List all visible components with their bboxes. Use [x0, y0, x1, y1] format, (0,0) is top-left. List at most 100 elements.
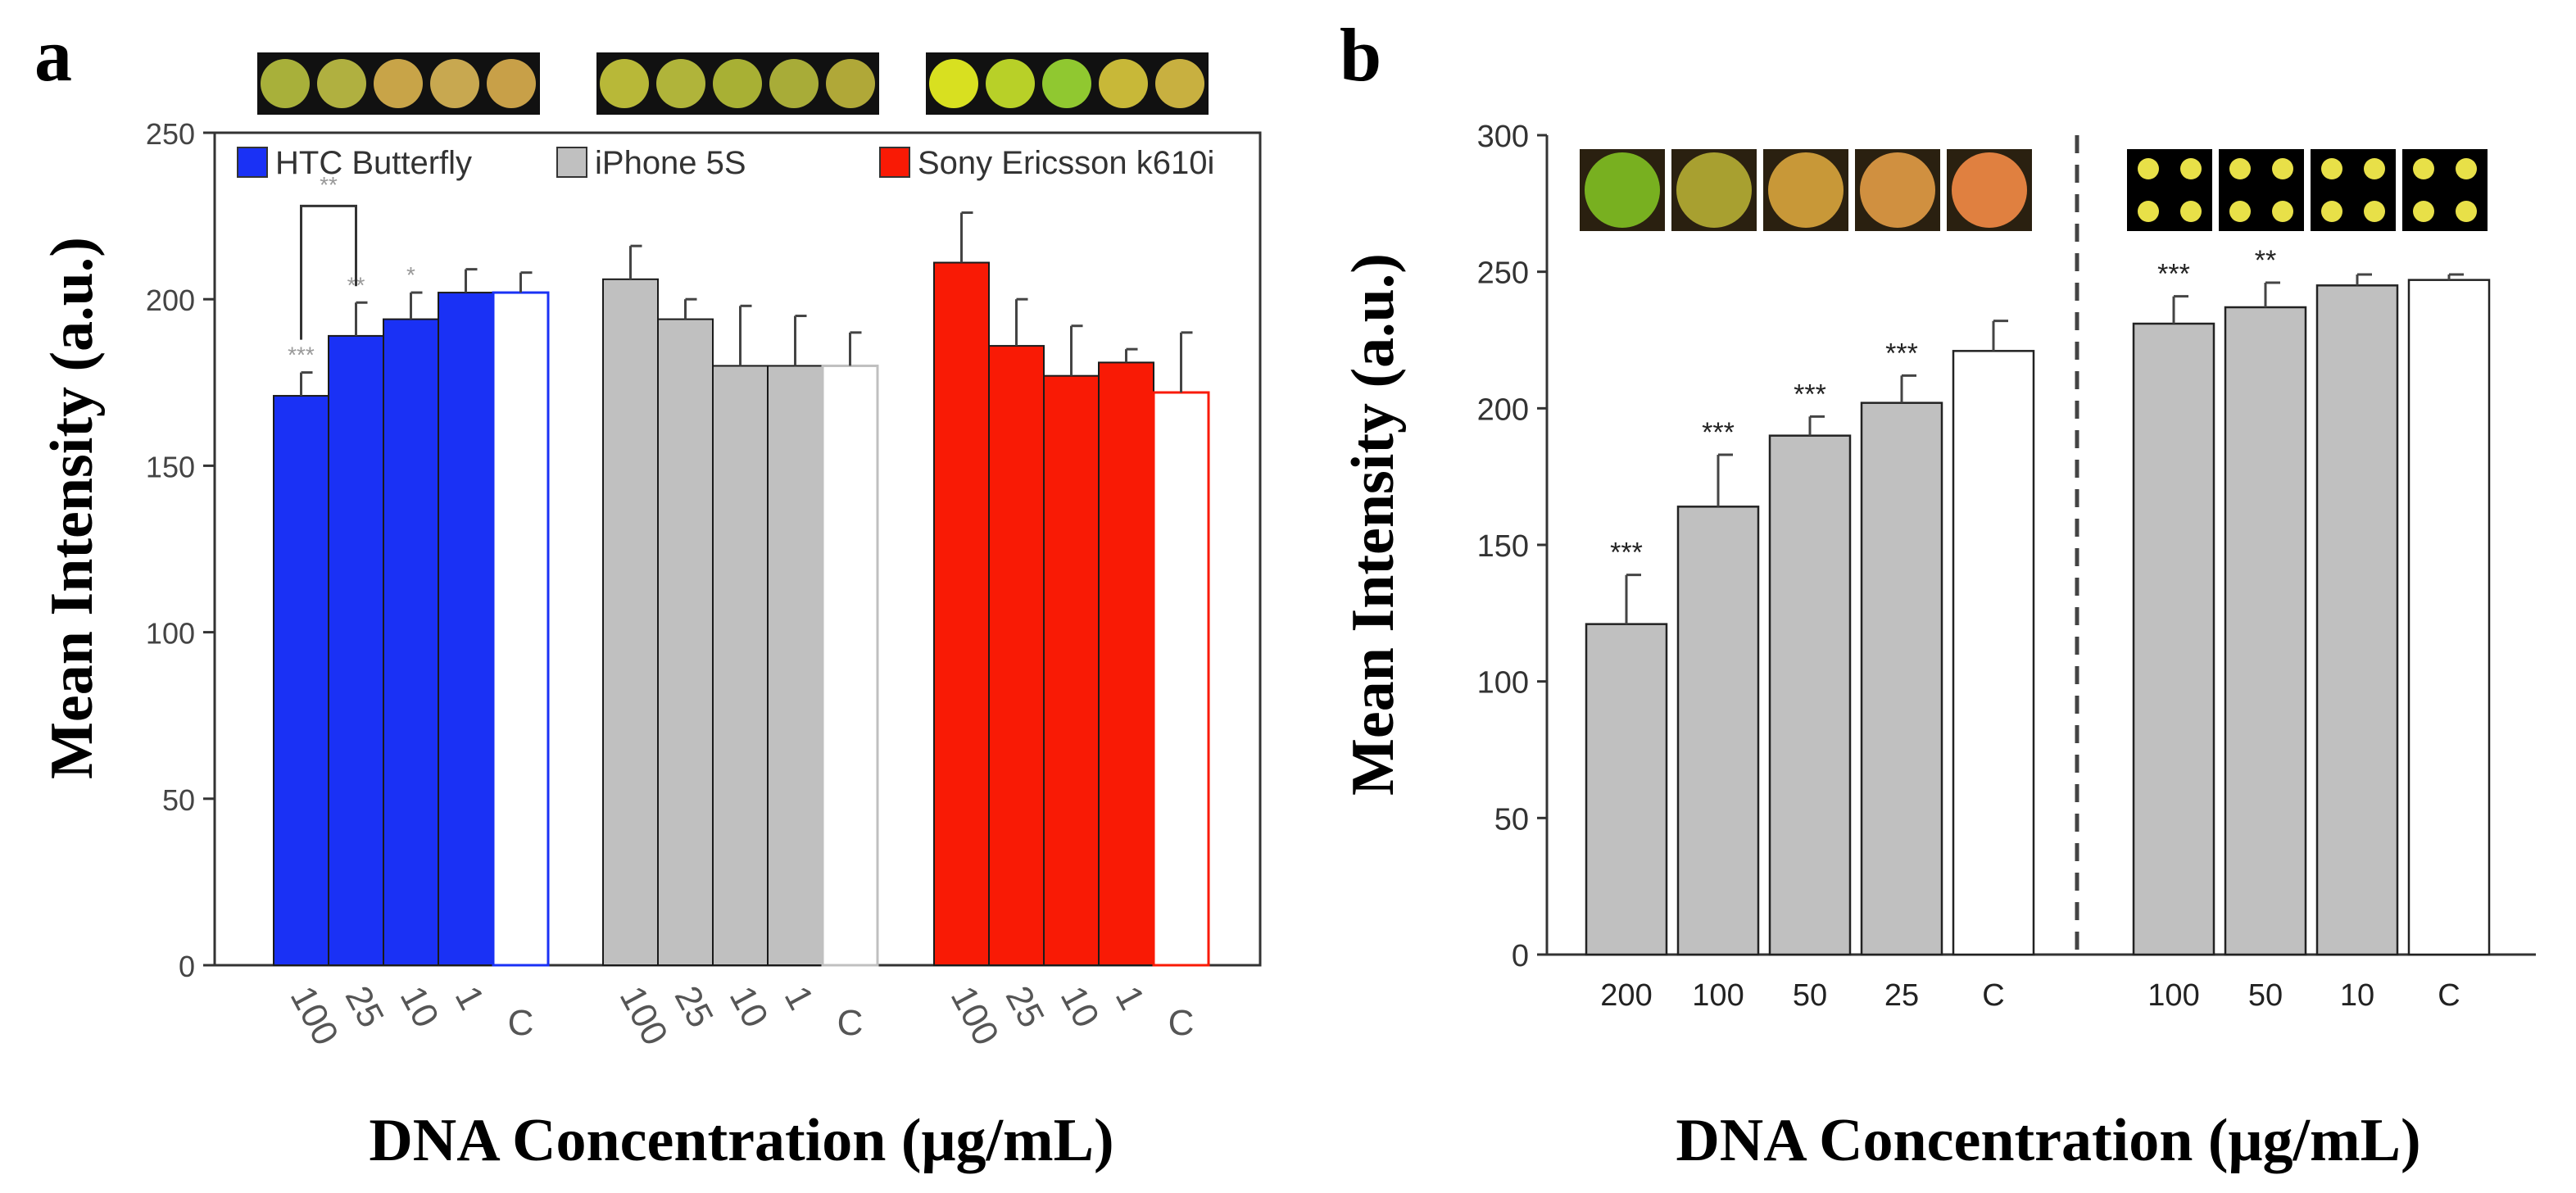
bar-a [602, 278, 659, 967]
bar-a [657, 318, 714, 967]
y-tick-label-a: 50 [162, 783, 195, 817]
legend-label: Sony Ericsson k610i [918, 145, 1214, 181]
legend-swatch [556, 147, 587, 178]
swatch-spot-b [1676, 152, 1752, 228]
swatch-spot-a [374, 59, 423, 108]
y-tick-label-a: 100 [146, 617, 195, 651]
bar-b [1676, 506, 1760, 956]
x-tick-label-a: 10 [1053, 980, 1107, 1034]
swatch-dot-b [2138, 201, 2159, 222]
swatch-dot-b [2272, 158, 2293, 179]
x-tick-label-a: 1 [447, 980, 492, 1017]
bar-b [2407, 279, 2491, 956]
y-tick-label-b: 100 [1477, 666, 1529, 701]
x-tick-label-a: 100 [612, 980, 676, 1052]
bar-a [492, 291, 550, 967]
y-tick-label-b: 250 [1477, 256, 1529, 291]
swatch-spot-a [769, 59, 819, 108]
significance-label-b: ** [2255, 245, 2276, 276]
swatch-dot-b [2229, 158, 2251, 179]
panel-label-a: a [34, 13, 72, 97]
swatch-spot-a [430, 59, 479, 108]
bar-a [767, 365, 823, 967]
significance-label-b: *** [1702, 417, 1735, 448]
x-tick-label-a: 25 [338, 980, 392, 1034]
x-tick-label-a: 100 [943, 980, 1007, 1052]
significance-label-a: * [406, 262, 415, 288]
significance-bracket-a [300, 204, 357, 340]
bar-a [438, 292, 494, 966]
bar-a [1152, 391, 1210, 967]
bar-a [1043, 374, 1100, 966]
x-tick-label-a: 10 [722, 980, 776, 1034]
swatch-tile-b [2127, 149, 2212, 231]
bar-a [712, 365, 769, 967]
y-tick-label-b: 50 [1494, 802, 1529, 837]
x-tick-label-a: 1 [777, 980, 822, 1017]
swatch-spot-b [1952, 152, 2027, 228]
bar-a [988, 345, 1045, 966]
significance-label-b: *** [2157, 259, 2190, 290]
bar-a [821, 364, 879, 967]
swatch-dot-b [2321, 158, 2342, 179]
bar-b [1585, 623, 1668, 956]
x-tick-label-a: C [837, 1003, 864, 1043]
bar-b [2132, 322, 2215, 956]
panel-label-b: b [1340, 13, 1381, 97]
significance-label-b: *** [1885, 338, 1918, 369]
y-tick-label-b: 300 [1477, 120, 1529, 154]
bar-a [273, 395, 329, 966]
x-tick-label-b: 50 [2248, 978, 2283, 1013]
swatch-spot-b [1860, 152, 1935, 228]
x-tick-label-a: C [508, 1003, 534, 1043]
swatch-spot-a [600, 59, 649, 108]
swatch-dot-b [2180, 201, 2202, 222]
bar-a [1098, 361, 1154, 966]
chart-panel-b: 0 50 100 150 200 250 300 *** 200 *** 100 *** 50 *** 25… [1477, 120, 2536, 1013]
bar-a [383, 318, 439, 967]
significance-label-a: ** [320, 172, 338, 197]
x-tick-label-a: 100 [283, 980, 347, 1052]
x-tick-label-a: 10 [392, 980, 447, 1034]
bar-b [1860, 401, 1943, 956]
swatch-dot-b [2413, 158, 2434, 179]
swatch-dot-b [2364, 158, 2385, 179]
legend-label: iPhone 5S [595, 145, 746, 181]
swatch-tile-b [2219, 149, 2304, 231]
swatch-spot-a [826, 59, 875, 108]
y-axis-label-b: Mean Intensity (a.u.) [1340, 253, 1407, 796]
swatch-dot-b [2456, 201, 2477, 222]
y-tick-label-a: 250 [146, 117, 195, 151]
x-tick-label-b: 100 [1692, 978, 1744, 1013]
swatch-spot-a [656, 59, 705, 108]
y-tick-label-a: 200 [146, 284, 195, 317]
x-tick-label-b: C [2438, 978, 2460, 1013]
swatch-spot-b [1585, 152, 1660, 228]
swatch-spot-a [317, 59, 366, 108]
swatch-tile-b [2311, 149, 2396, 231]
x-axis-label-b: DNA Concentration (μg/mL) [1676, 1107, 2420, 1174]
swatch-spot-a [1042, 59, 1091, 108]
swatch-dot-b [2413, 201, 2434, 222]
swatch-tile-b [2402, 149, 2488, 231]
y-tick-label-b: 150 [1477, 529, 1529, 564]
swatch-spot-a [929, 59, 978, 108]
x-tick-label-a: 25 [998, 980, 1052, 1034]
x-tick-label-b: C [1982, 978, 2004, 1013]
swatch-spot-a [713, 59, 762, 108]
swatch-spot-a [1099, 59, 1148, 108]
swatch-dot-b [2138, 158, 2159, 179]
y-tick-label-a: 150 [146, 450, 195, 483]
x-tick-label-a: 1 [1108, 980, 1153, 1017]
bar-a [933, 261, 990, 967]
swatch-spot-a [1155, 59, 1204, 108]
significance-label-b: *** [1794, 379, 1826, 410]
swatch-spot-a [986, 59, 1035, 108]
y-tick-label-b: 200 [1477, 392, 1529, 427]
bar-b [1768, 434, 1852, 956]
bar-b [2315, 284, 2399, 956]
x-axis-label-a: DNA Concentration (μg/mL) [369, 1107, 1113, 1174]
swatch-dot-b [2456, 158, 2477, 179]
